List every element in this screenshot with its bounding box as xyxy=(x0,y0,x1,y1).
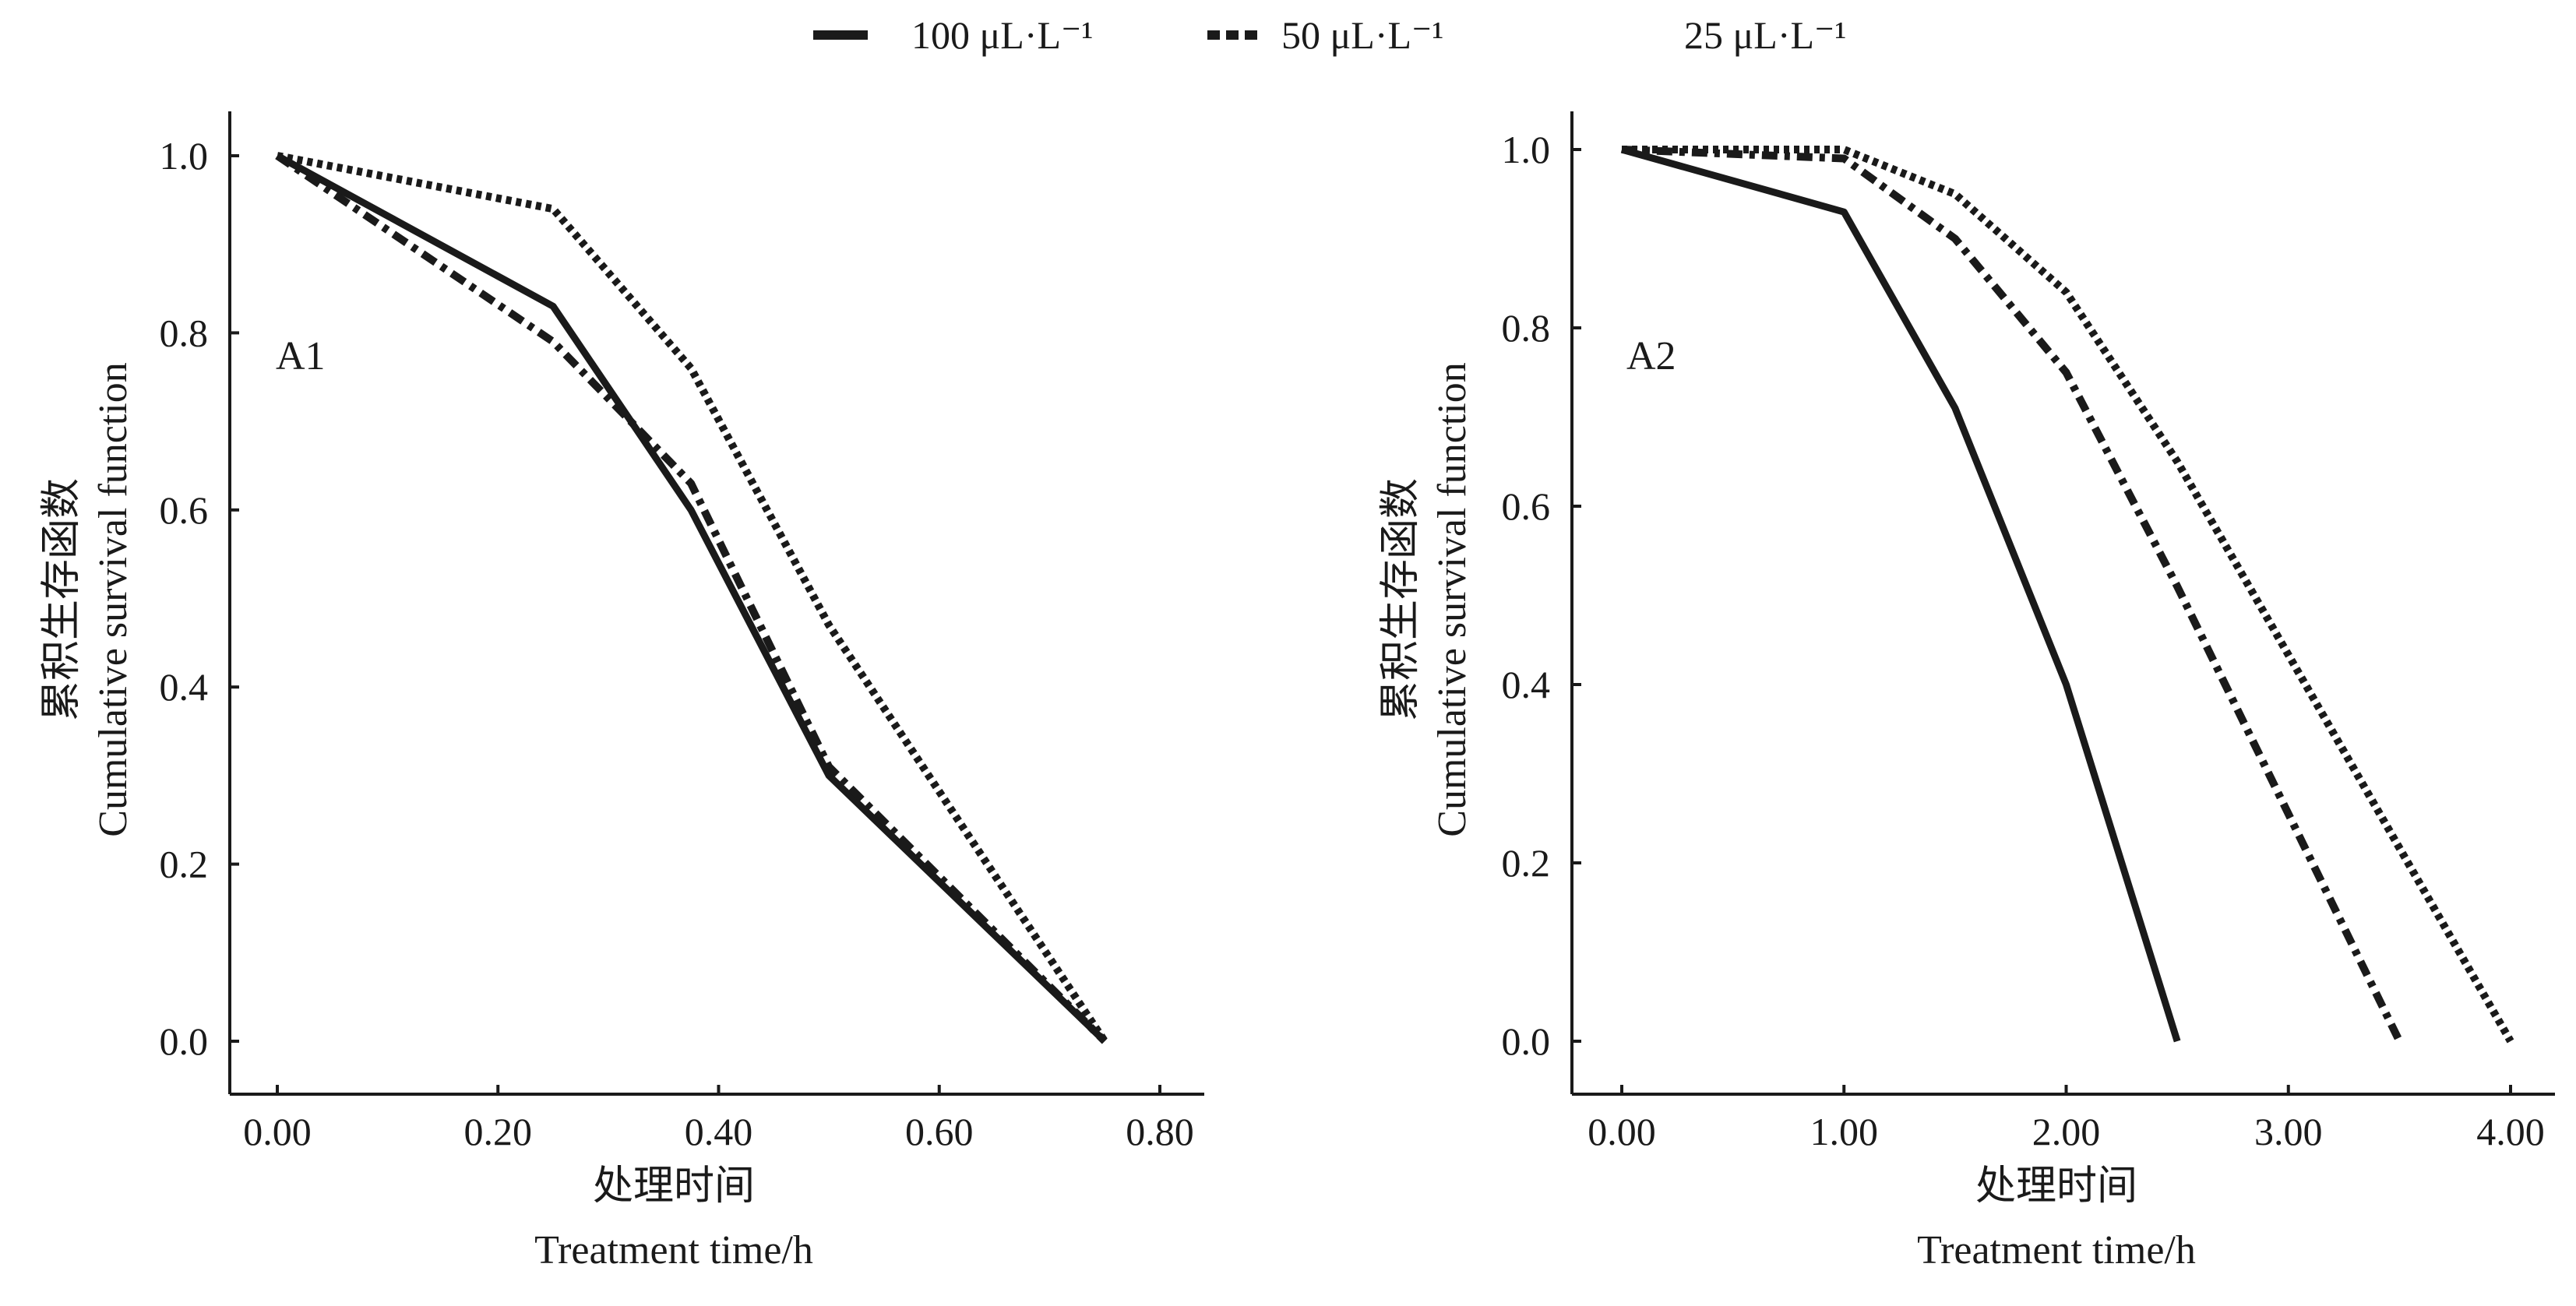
y-tick-label: 0.0 xyxy=(1502,1019,1551,1063)
series-line-dashdot xyxy=(1621,146,2403,1044)
x-tick-label: 0.20 xyxy=(464,1110,533,1153)
x-tick-label: 0.80 xyxy=(1126,1110,1194,1153)
x-tick-label: 2.00 xyxy=(2032,1110,2101,1153)
x-tick-label: 4.00 xyxy=(2476,1110,2545,1153)
x-tick-label: 0.60 xyxy=(905,1110,974,1153)
x-tick-label: 1.00 xyxy=(1810,1110,1879,1153)
series-line-dotted xyxy=(277,152,1108,1044)
legend-item: 25 μL·L⁻¹ xyxy=(1684,13,1846,57)
y-tick-label: 1.0 xyxy=(1502,128,1551,171)
chart-panel-a2: 0.0 0.2 0.4 0.6 0.8 1.0 0.00 1.00 2.00 3.00 4.00 累积… xyxy=(1379,111,2555,1273)
y-tick-label: 0.8 xyxy=(160,311,209,354)
x-axis-title-cn: 处理时间 xyxy=(1975,1164,2137,1209)
series-line-solid xyxy=(1620,146,2181,1043)
x-axis-title: Treatment time/h xyxy=(534,1228,813,1273)
y-tick-label: 0.0 xyxy=(160,1019,209,1063)
chart-panels: 0.0 0.2 0.4 0.6 0.8 1.0 0.00 0.20 0.40 0.60 0.80 累积… xyxy=(40,111,2555,1273)
y-axis-title-cn: 累积生存函数 xyxy=(1379,478,1423,721)
y-axis-title-cn: 累积生存函数 xyxy=(40,478,84,721)
series-line-dashdot xyxy=(275,152,1108,1044)
y-axis-title: Cumulative survival function xyxy=(1430,362,1475,836)
legend-label: 25 μL·L⁻¹ xyxy=(1684,13,1846,57)
y-tick-label: 0.8 xyxy=(1502,306,1551,350)
x-tick-label: 0.00 xyxy=(1588,1110,1656,1153)
panel-label: A2 xyxy=(1626,334,1676,378)
legend-item: 100 μL·L⁻¹ xyxy=(813,13,1093,57)
legend-item: 50 μL·L⁻¹ xyxy=(1207,13,1443,57)
y-tick-label: 0.2 xyxy=(160,843,209,886)
y-tick-label: 1.0 xyxy=(160,134,209,178)
series-line-solid xyxy=(275,153,1108,1044)
x-tick-label: 0.00 xyxy=(243,1110,312,1153)
y-tick-label: 0.4 xyxy=(1502,663,1551,706)
y-axis-title: Cumulative survival function xyxy=(91,362,136,836)
x-axis-title-cn: 处理时间 xyxy=(593,1164,755,1209)
y-tick-label: 0.6 xyxy=(160,488,209,532)
chart-panel-a1: 0.0 0.2 0.4 0.6 0.8 1.0 0.00 0.20 0.40 0.60 0.80 累积… xyxy=(40,111,1204,1273)
x-tick-label: 3.00 xyxy=(2254,1110,2323,1153)
x-axis-title: Treatment time/h xyxy=(1917,1228,2196,1273)
series-line-dotted xyxy=(1622,146,2514,1044)
legend-label: 50 μL·L⁻¹ xyxy=(1281,13,1443,57)
panel-label: A1 xyxy=(276,334,326,378)
legend-label: 100 μL·L⁻¹ xyxy=(911,13,1093,57)
y-tick-label: 0.4 xyxy=(160,665,209,709)
y-tick-label: 0.2 xyxy=(1502,841,1551,885)
x-tick-label: 0.40 xyxy=(685,1110,753,1153)
y-tick-label: 0.6 xyxy=(1502,484,1551,528)
legend: 100 μL·L⁻¹ 50 μL·L⁻¹ 25 μL·L⁻¹ xyxy=(813,13,1846,57)
